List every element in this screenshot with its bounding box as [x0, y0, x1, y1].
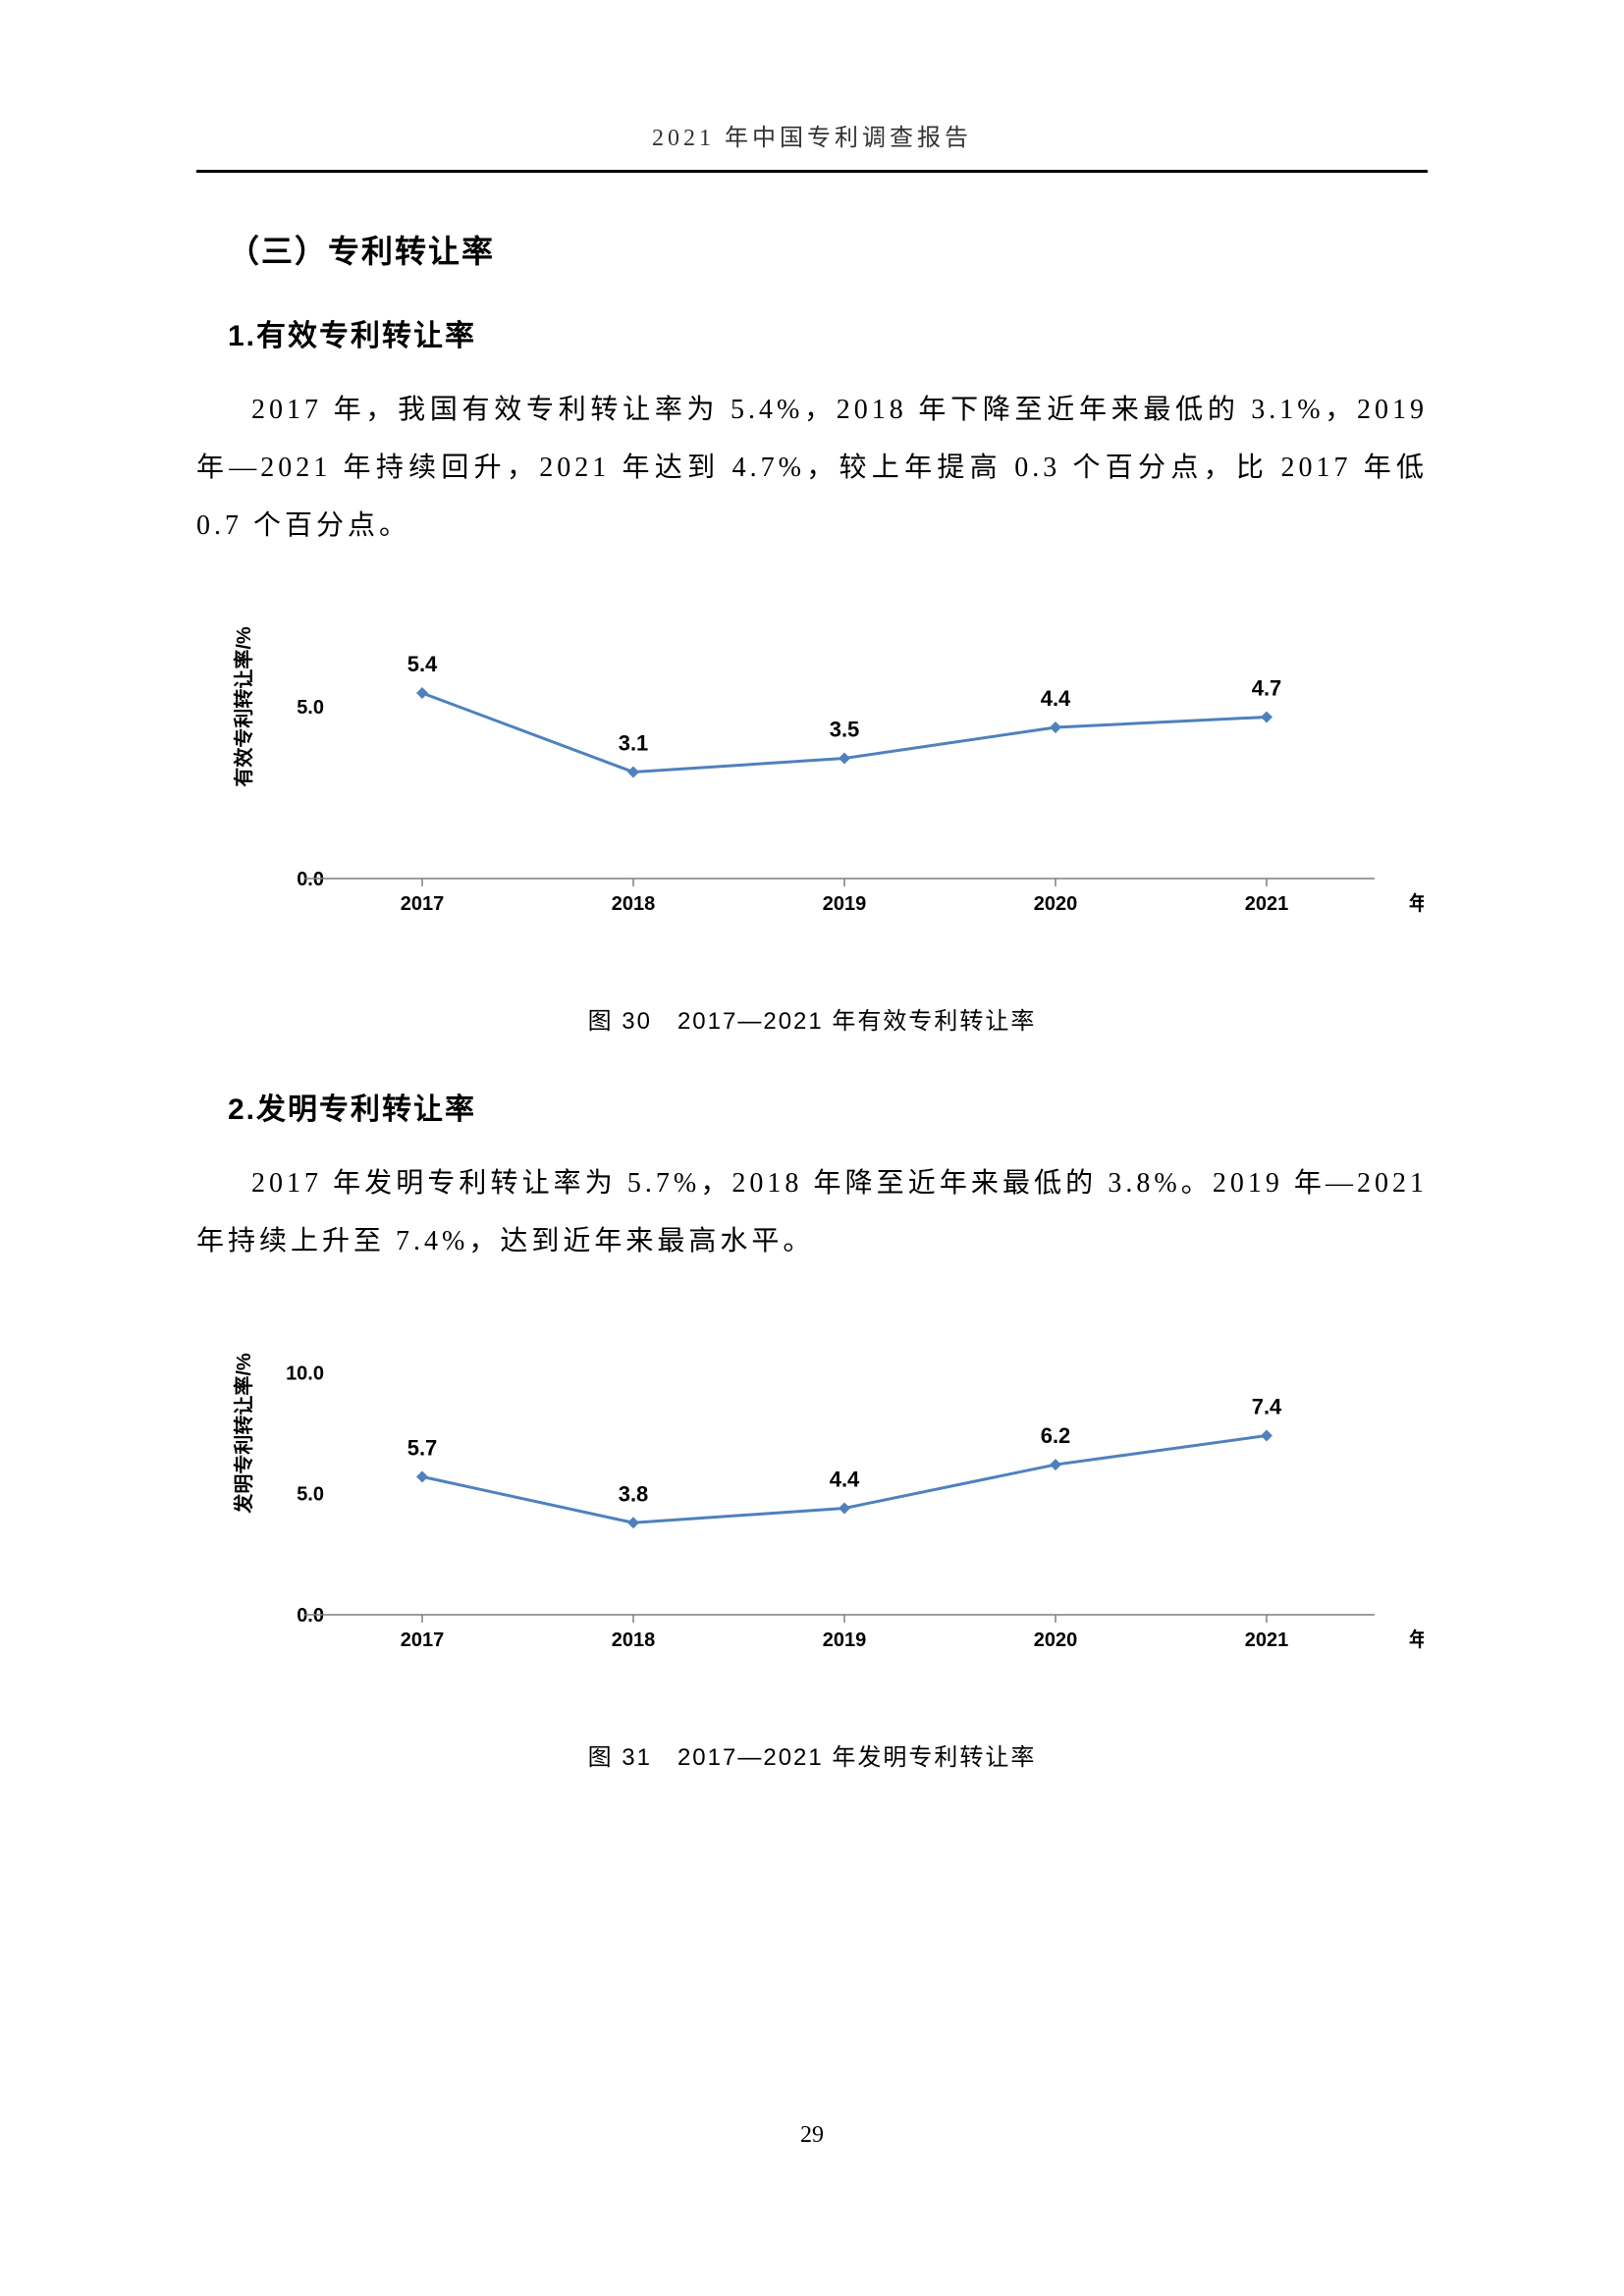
- page-header: 2021 年中国专利调查报告: [196, 118, 1428, 173]
- svg-text:年份: 年份: [1409, 891, 1424, 915]
- svg-text:4.4: 4.4: [1041, 686, 1071, 711]
- svg-text:4.7: 4.7: [1252, 676, 1282, 701]
- chart-2-caption: 图 31 2017—2021 年发明专利转让率: [196, 1737, 1428, 1772]
- svg-text:5.0: 5.0: [297, 697, 324, 719]
- svg-text:2021: 2021: [1245, 1629, 1289, 1651]
- page: 2021 年中国专利调查报告 （三）专利转让率 1.有效专利转让率 2017 年…: [0, 0, 1624, 2296]
- svg-text:0.0: 0.0: [297, 1605, 324, 1627]
- subsection-1-title: 1.有效专利转让率: [228, 311, 1428, 354]
- svg-text:2019: 2019: [823, 893, 867, 915]
- section-title: （三）专利转让率: [228, 227, 1428, 272]
- page-number: 29: [0, 2122, 1624, 2149]
- subsection-2-title: 2.发明专利转让率: [228, 1085, 1428, 1128]
- svg-text:10.0: 10.0: [286, 1362, 324, 1384]
- svg-text:6.2: 6.2: [1041, 1423, 1071, 1448]
- svg-text:2019: 2019: [823, 1629, 867, 1651]
- svg-text:2017: 2017: [401, 1629, 445, 1651]
- paragraph-2: 2017 年发明专利转让率为 5.7%，2018 年降至近年来最低的 3.8%。…: [196, 1155, 1428, 1271]
- svg-text:5.7: 5.7: [407, 1435, 438, 1460]
- svg-text:年份: 年份: [1409, 1628, 1424, 1651]
- svg-text:2020: 2020: [1034, 893, 1078, 915]
- svg-text:2021: 2021: [1245, 893, 1289, 915]
- svg-text:发明专利转让率/%: 发明专利转让率/%: [232, 1353, 255, 1515]
- svg-text:3.5: 3.5: [830, 718, 860, 742]
- svg-text:0.0: 0.0: [297, 869, 324, 890]
- chart-2: 0.05.010.015.020172018201920202021年份发明专利…: [196, 1291, 1428, 1688]
- svg-text:2017: 2017: [401, 893, 445, 915]
- chart-1-caption: 图 30 2017—2021 年有效专利转让率: [196, 1001, 1428, 1036]
- svg-text:2020: 2020: [1034, 1629, 1078, 1651]
- svg-text:3.1: 3.1: [619, 731, 649, 756]
- chart-1-svg: 0.05.010.020172018201920202021年份有效专利转让率/…: [196, 574, 1424, 947]
- svg-text:7.4: 7.4: [1252, 1394, 1282, 1418]
- svg-text:5.0: 5.0: [297, 1484, 324, 1506]
- svg-text:3.8: 3.8: [619, 1481, 649, 1506]
- paragraph-1: 2017 年，我国有效专利转让率为 5.4%，2018 年下降至近年来最低的 3…: [196, 382, 1428, 555]
- svg-text:5.4: 5.4: [407, 652, 438, 676]
- chart-2-svg: 0.05.010.015.020172018201920202021年份发明专利…: [196, 1291, 1424, 1683]
- svg-text:4.4: 4.4: [830, 1467, 860, 1491]
- svg-text:2018: 2018: [612, 893, 656, 915]
- svg-text:2018: 2018: [612, 1629, 656, 1651]
- svg-text:有效专利转让率/%: 有效专利转让率/%: [232, 627, 255, 788]
- chart-1: 0.05.010.020172018201920202021年份有效专利转让率/…: [196, 574, 1428, 952]
